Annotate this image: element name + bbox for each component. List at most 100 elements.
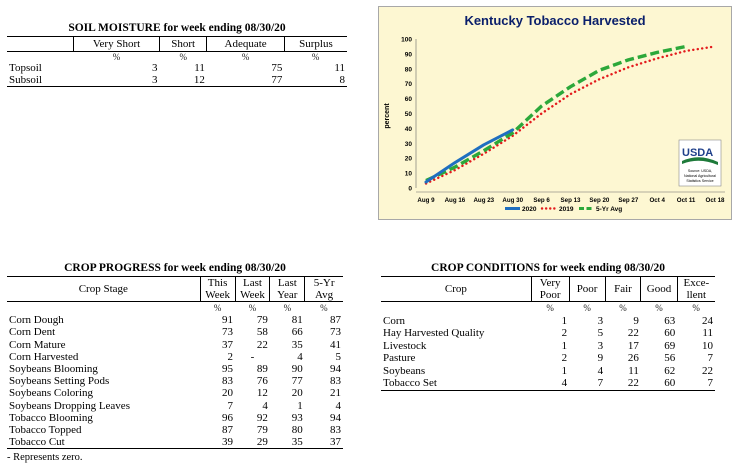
chart-svg: Kentucky Tobacco Harvested percent 0 10 20… [378,6,732,220]
soil-moisture-table: Very Short Short Adequate Surplus % % % … [7,36,347,87]
soil-row-topsoil: Topsoil 3 11 75 11 [7,62,347,74]
cell-value: 83 [222,375,234,388]
usda-source-line1: Source: USDA, [688,169,712,173]
cell-value: 11 [702,327,713,339]
crop-conditions-section: CROP CONDITIONS for week ending 08/30/20… [381,262,715,391]
cell-value: 3 [597,339,604,352]
cell-value: 77 [291,375,303,388]
cell-value: 41 [330,338,341,351]
legend-label: 2020 [522,206,537,213]
crop-conditions-table: Crop Very Poor Poor Fair Good Exce-llent … [381,276,715,391]
cell-value: 93 [291,411,303,424]
soil-header-adequate: Adequate [206,36,285,52]
cell-value: 90 [291,363,303,376]
cell-value: 75 [271,62,283,74]
usda-source-line3: Statistics Service [686,179,713,183]
row-label: Corn Mature [9,338,66,351]
cell-value: 79 [256,314,268,327]
unit-label: % [213,303,222,313]
progress-header-stage: Crop Stage [7,276,201,302]
row-label: Tobacco Blooming [9,411,93,424]
conditions-header-crop: Crop [381,276,532,302]
cell-value: 7 [227,399,234,412]
progress-row: Corn Harvested 2 - 4 5 [7,351,343,363]
series-line-5-yr-avg [425,44,687,183]
progress-row: Soybeans Blooming 95 89 90 94 [7,363,343,375]
y-tick-label: 60 [405,96,413,103]
cell-value: 94 [330,363,341,376]
x-tick-label: Sep 20 [589,197,610,204]
cell-value: 35 [291,338,303,351]
cell-value: 9 [597,352,604,364]
unit-label: % [311,52,320,62]
row-label: Corn [383,314,405,327]
cell-value: 20 [291,387,303,400]
cell-value: 5 [597,327,604,339]
crop-conditions-title: CROP CONDITIONS for week ending 08/30/20 [431,262,665,274]
conditions-row: Pasture 2 9 26 56 7 [381,352,715,365]
crop-progress-table: Crop Stage This Week Last Week Last Year 5-… [7,276,343,449]
x-tick-label: Oct 11 [677,197,696,204]
cell-value: 3 [152,74,158,86]
cell-value: 26 [627,352,639,364]
cell-value: 39 [222,436,234,449]
progress-row: Corn Dent 73 58 66 73 [7,326,343,338]
cell-value: 7 [597,377,604,389]
unit-label: % [619,303,627,313]
conditions-row: Livestock 1 3 17 69 10 [381,340,715,353]
unit-label: % [546,303,554,313]
y-tick-label: 0 [408,186,412,193]
unit-label: % [692,303,700,313]
progress-header-5yr-avg: 5-Yr Avg [304,276,343,302]
crop-progress-body: %%%% Corn Dough 91 79 81 87 Corn Dent 73 58 66 73 C… [7,302,343,449]
x-tick-label: Sep 27 [618,197,639,204]
cell-value: 89 [256,363,268,376]
cell-value: 73 [222,326,234,339]
row-label: Soybeans Setting Pods [9,375,110,388]
cell-value: - [250,350,255,363]
crop-conditions-body: %%%%% Corn 1 3 9 63 24 Hay Harvested Quality 2 5 2… [381,302,715,390]
cell-value: 2 [561,352,568,364]
soil-header-very-short: Very Short [72,36,161,52]
cell-value: 22 [627,377,639,389]
row-label: Pasture [383,352,416,364]
row-label: Livestock [383,339,427,352]
row-label: Corn Harvested [9,350,79,363]
chart-title: Kentucky Tobacco Harvested [464,13,645,28]
progress-row: Corn Mature 37 22 35 41 [7,339,343,351]
cell-value: 21 [330,387,341,400]
cell-value: 58 [256,326,268,339]
cell-value: 66 [291,326,303,339]
cell-value: 37 [330,436,341,449]
cell-value: 12 [256,387,268,400]
represents-zero-note: - Represents zero. [7,452,83,464]
soil-header-row: Very Short Short Adequate Surplus [7,36,347,52]
progress-row: Soybeans Coloring 20 12 20 21 [7,387,343,399]
chart-background [378,6,732,220]
tobacco-harvested-chart: Kentucky Tobacco Harvested percent 0 10 20… [378,6,732,220]
progress-row: Corn Dough 91 79 81 87 [7,314,343,326]
row-label: Tobacco Topped [9,424,82,437]
cell-value: 22 [256,338,268,351]
x-tick-label: Aug 30 [502,197,523,204]
progress-row: Tobacco Topped 87 79 80 83 [7,424,343,436]
y-tick-label: 80 [405,66,413,73]
cell-value: 29 [256,436,268,449]
conditions-header-good: Good [640,276,678,302]
x-tick-label: Sep 13 [561,197,582,204]
cell-value: 63 [664,314,676,327]
conditions-header-fair: Fair [604,276,642,302]
progress-header-last-year: Last Year [269,276,306,302]
usda-logo: USDA Source: USDA, National Agricultural… [678,139,722,187]
cell-value: 87 [330,314,341,327]
chart-y-axis-label: percent [384,103,391,129]
y-tick-label: 70 [405,81,413,88]
row-label: Soybeans Coloring [9,387,94,400]
unit-label: % [179,52,187,62]
unit-label: % [320,303,328,313]
soil-moisture-title: SOIL MOISTURE for week ending 08/30/20 [68,22,286,34]
soil-header-surplus: Surplus [283,36,347,52]
cell-value: 80 [291,424,303,437]
cell-value: 4 [561,377,568,389]
unit-label: % [112,52,121,62]
